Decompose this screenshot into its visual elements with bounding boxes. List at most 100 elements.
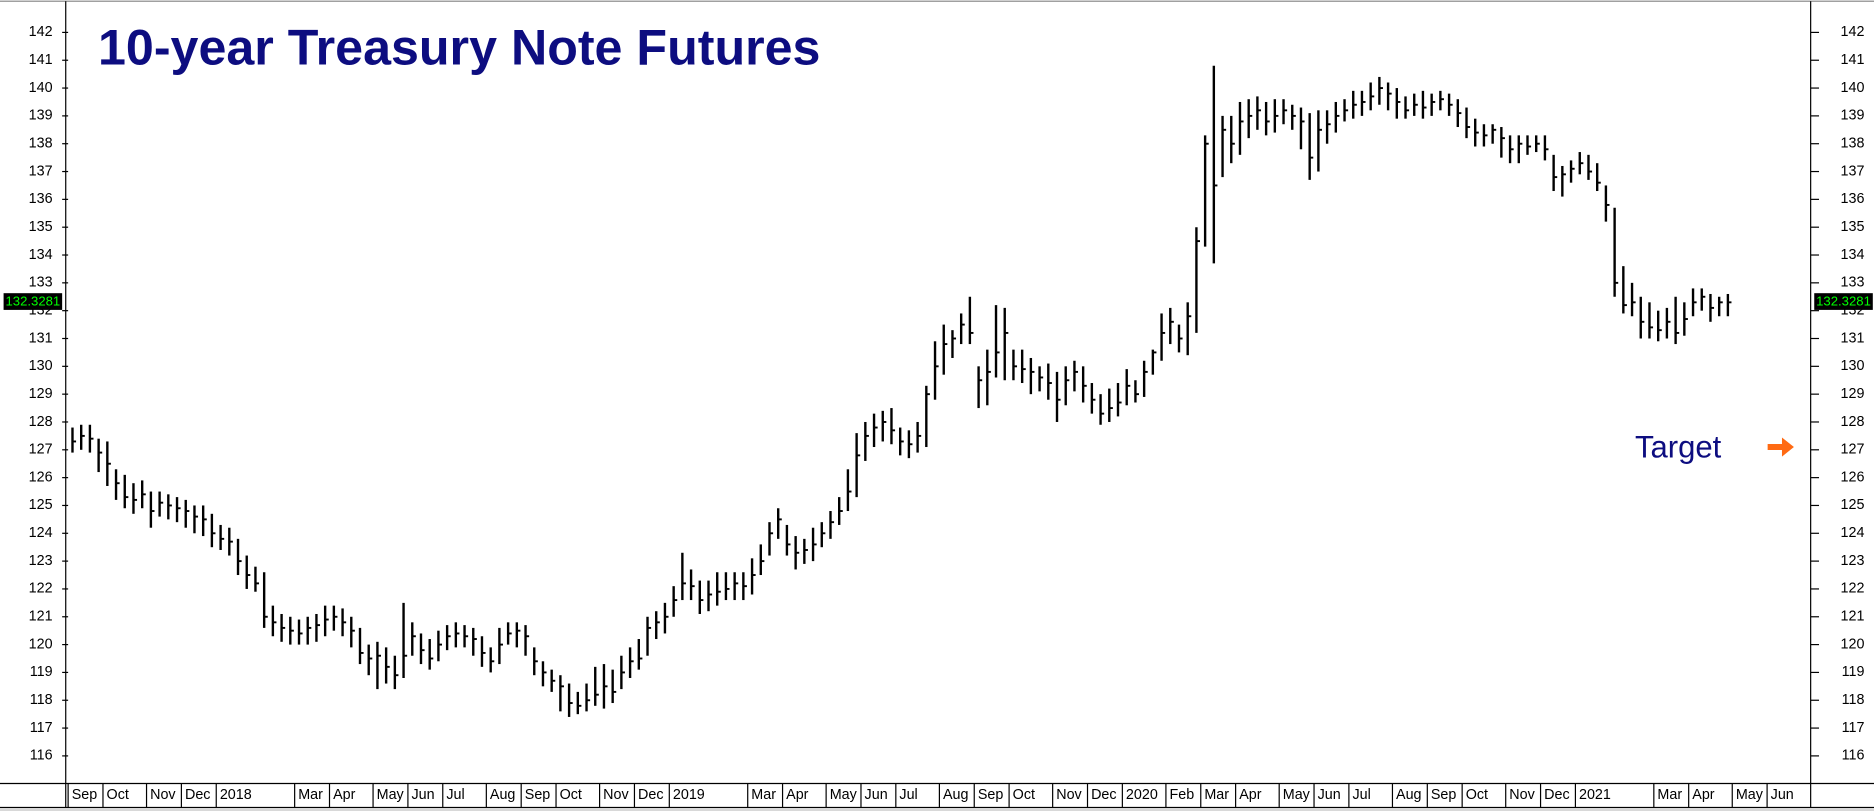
y2-tick-label: 134 <box>1841 247 1865 263</box>
y2-tick-label: 136 <box>1841 191 1865 207</box>
y-tick-label: 130 <box>29 358 53 374</box>
x-tick-label: Dec <box>185 787 210 803</box>
x-tick-label: Feb <box>1170 787 1195 803</box>
y-tick-label: 127 <box>29 442 53 458</box>
y2-tick-label: 127 <box>1841 442 1865 458</box>
x-tick-label: Sep <box>525 787 551 803</box>
y2-tick-label: 117 <box>1842 720 1865 736</box>
y2-tick-label: 129 <box>1841 386 1865 402</box>
annotation-arrow <box>1767 437 1794 457</box>
x-tick-label: Dec <box>638 787 663 803</box>
y-tick-label: 117 <box>30 720 53 736</box>
x-tick-label: Nov <box>1056 787 1082 803</box>
y-tick-label: 118 <box>30 692 53 708</box>
x-tick-label: 2018 <box>220 787 252 803</box>
x-tick-label: Dec <box>1544 787 1569 803</box>
y-tick-label: 125 <box>29 497 53 513</box>
x-tick-label: Aug <box>943 787 969 803</box>
y2-tick-label: 123 <box>1841 553 1865 569</box>
y-tick-label: 122 <box>29 581 53 597</box>
y-tick-label: 119 <box>30 664 53 680</box>
y2-tick-label: 140 <box>1841 80 1865 96</box>
x-tick-label: Apr <box>786 787 809 803</box>
last-price-right-box <box>1814 293 1873 310</box>
y2-tick-label: 119 <box>1842 664 1865 680</box>
x-tick-label: May <box>377 787 405 803</box>
x-tick-label: Sep <box>1431 787 1457 803</box>
x-tick-label: Apr <box>1239 787 1262 803</box>
x-tick-label: Jul <box>899 787 917 803</box>
y-tick-label: 128 <box>29 414 53 430</box>
x-tick-label: Aug <box>1396 787 1422 803</box>
x-tick-label: Oct <box>560 787 582 803</box>
y-tick-label: 120 <box>29 636 53 652</box>
y-tick-label: 121 <box>29 609 53 625</box>
y2-tick-label: 128 <box>1841 414 1865 430</box>
x-tick-label: Dec <box>1091 787 1116 803</box>
y-tick-label: 134 <box>29 247 53 263</box>
y-tick-label: 139 <box>29 108 53 124</box>
x-tick-label: Jun <box>1318 787 1341 803</box>
y-tick-label: 129 <box>29 386 53 402</box>
x-tick-label: Jun <box>412 787 435 803</box>
x-tick-label: Mar <box>1204 787 1229 803</box>
x-tick-label: Aug <box>490 787 516 803</box>
y2-tick-label: 121 <box>1841 609 1865 625</box>
x-tick-label: Nov <box>150 787 176 803</box>
y-tick-label: 116 <box>30 748 53 764</box>
y-tick-label: 136 <box>29 191 53 207</box>
annotation-text: Target <box>1635 430 1722 465</box>
x-tick-label: Apr <box>1692 787 1715 803</box>
x-tick-label: Jul <box>1352 787 1370 803</box>
y-tick-label: 140 <box>29 80 53 96</box>
x-tick-label: Sep <box>72 787 98 803</box>
y-tick-label: 137 <box>29 163 53 179</box>
y2-tick-label: 130 <box>1841 358 1865 374</box>
y2-tick-label: 142 <box>1841 24 1865 40</box>
y-tick-label: 138 <box>29 135 53 151</box>
y2-tick-label: 124 <box>1841 525 1865 541</box>
y2-tick-label: 137 <box>1841 163 1865 179</box>
y2-tick-label: 125 <box>1841 497 1865 513</box>
y2-tick-label: 116 <box>1842 748 1865 764</box>
x-tick-label: Jun <box>865 787 888 803</box>
x-tick-label: Jun <box>1771 787 1794 803</box>
y2-tick-label: 122 <box>1841 581 1865 597</box>
x-tick-label: Apr <box>333 787 356 803</box>
x-tick-label: May <box>1736 787 1764 803</box>
x-tick-label: 2021 <box>1579 787 1611 803</box>
y2-tick-label: 131 <box>1841 330 1865 346</box>
x-tick-label: Mar <box>1657 787 1682 803</box>
x-tick-label: May <box>1283 787 1311 803</box>
last-price-left-box <box>3 293 63 310</box>
x-tick-label: 2020 <box>1126 787 1158 803</box>
y2-tick-label: 139 <box>1841 108 1865 124</box>
last-price-left-label: 132.3281 <box>5 294 60 309</box>
y-tick-label: 133 <box>29 275 53 291</box>
y-tick-label: 131 <box>29 330 53 346</box>
y-tick-label: 142 <box>29 24 53 40</box>
last-price-right-label: 132.3281 <box>1816 294 1871 309</box>
x-tick-label: May <box>830 787 858 803</box>
y2-tick-label: 133 <box>1841 275 1865 291</box>
y-tick-label: 123 <box>29 553 53 569</box>
x-tick-label: Mar <box>751 787 776 803</box>
x-tick-label: Oct <box>107 787 129 803</box>
x-tick-label: Mar <box>298 787 323 803</box>
y2-tick-label: 120 <box>1841 636 1865 652</box>
x-tick-label: Oct <box>1013 787 1035 803</box>
y2-tick-label: 141 <box>1841 52 1865 68</box>
status-strip <box>0 807 1874 811</box>
x-tick-label: Nov <box>603 787 629 803</box>
y-tick-label: 141 <box>29 52 53 68</box>
x-tick-label: 2019 <box>673 787 705 803</box>
y2-tick-label: 118 <box>1842 692 1865 708</box>
y2-tick-label: 138 <box>1841 135 1865 151</box>
y2-tick-label: 126 <box>1841 469 1865 485</box>
x-tick-label: Nov <box>1509 787 1535 803</box>
y-tick-label: 135 <box>29 219 53 235</box>
x-tick-label: Oct <box>1466 787 1488 803</box>
